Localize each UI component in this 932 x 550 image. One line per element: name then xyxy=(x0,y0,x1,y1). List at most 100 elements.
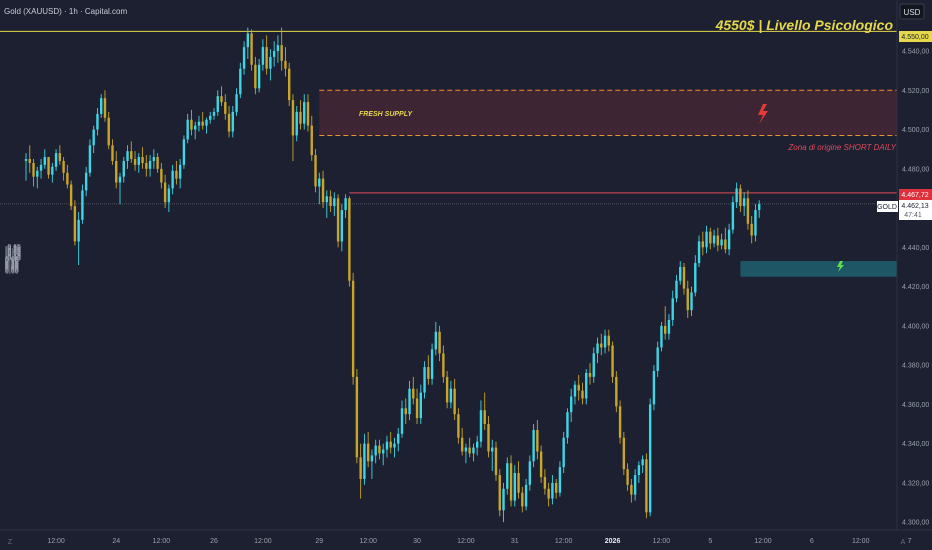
candle[interactable] xyxy=(750,215,753,244)
candle[interactable] xyxy=(81,184,84,224)
candle[interactable] xyxy=(122,157,125,183)
candle[interactable] xyxy=(39,159,43,179)
candle[interactable] xyxy=(573,380,577,405)
candle[interactable] xyxy=(318,172,321,205)
candle[interactable] xyxy=(682,263,686,295)
candle[interactable] xyxy=(378,439,381,460)
candle[interactable] xyxy=(344,194,347,218)
candle[interactable] xyxy=(648,398,652,517)
candle[interactable] xyxy=(735,182,738,209)
candle[interactable] xyxy=(539,445,543,483)
candle[interactable] xyxy=(453,378,456,421)
candle[interactable] xyxy=(393,437,396,458)
candle[interactable] xyxy=(254,56,257,95)
candle[interactable] xyxy=(348,196,351,287)
candle[interactable] xyxy=(622,431,626,476)
candle[interactable] xyxy=(408,380,411,421)
candle[interactable] xyxy=(137,153,140,173)
candle[interactable] xyxy=(340,204,344,252)
candle[interactable] xyxy=(115,151,118,189)
candle[interactable] xyxy=(321,170,325,209)
candle[interactable] xyxy=(163,174,167,209)
candle[interactable] xyxy=(667,314,671,340)
candle[interactable] xyxy=(645,453,648,519)
candle[interactable] xyxy=(543,469,547,495)
candle[interactable] xyxy=(276,35,280,63)
candle[interactable] xyxy=(272,41,276,67)
candle[interactable] xyxy=(600,333,603,356)
candle[interactable] xyxy=(430,343,434,385)
candle[interactable] xyxy=(167,184,171,212)
candle[interactable] xyxy=(415,388,419,424)
candle[interactable] xyxy=(427,355,430,385)
candle[interactable] xyxy=(111,139,114,165)
candle[interactable] xyxy=(126,145,129,169)
candle[interactable] xyxy=(739,184,742,212)
candle[interactable] xyxy=(77,212,80,265)
candle[interactable] xyxy=(47,157,50,179)
candle[interactable] xyxy=(107,111,110,150)
candle[interactable] xyxy=(209,111,212,124)
candle[interactable] xyxy=(675,274,678,303)
candle[interactable] xyxy=(133,151,137,171)
candle[interactable] xyxy=(28,145,31,173)
candle[interactable] xyxy=(641,455,644,474)
candle[interactable] xyxy=(701,231,704,256)
candle[interactable] xyxy=(618,400,622,444)
candle[interactable] xyxy=(581,382,584,405)
candle[interactable] xyxy=(697,235,701,267)
candle[interactable] xyxy=(709,227,712,250)
candle[interactable] xyxy=(547,482,550,507)
candle[interactable] xyxy=(498,469,501,517)
candle[interactable] xyxy=(257,58,261,93)
candle[interactable] xyxy=(585,369,588,405)
candle[interactable] xyxy=(532,424,535,468)
candle[interactable] xyxy=(615,371,618,413)
candle[interactable] xyxy=(483,392,486,430)
candle[interactable] xyxy=(423,361,426,399)
candle[interactable] xyxy=(716,227,720,252)
candle[interactable] xyxy=(633,469,637,501)
candle[interactable] xyxy=(103,90,107,122)
candle[interactable] xyxy=(389,431,392,454)
candle[interactable] xyxy=(54,149,58,171)
candle[interactable] xyxy=(100,94,103,118)
candle[interactable] xyxy=(592,347,595,383)
candle[interactable] xyxy=(577,374,580,401)
candle[interactable] xyxy=(141,147,144,169)
candle[interactable] xyxy=(382,443,385,466)
candle[interactable] xyxy=(603,329,607,354)
candle[interactable] xyxy=(32,159,35,187)
candle[interactable] xyxy=(517,461,520,499)
candle[interactable] xyxy=(145,155,148,177)
candle[interactable] xyxy=(250,29,253,71)
candle[interactable] xyxy=(205,117,208,134)
bottom-right-a-icon[interactable]: A xyxy=(901,539,906,546)
candle[interactable] xyxy=(566,408,569,444)
candle[interactable] xyxy=(554,478,558,499)
candle[interactable] xyxy=(182,135,186,169)
candle[interactable] xyxy=(269,49,272,81)
candle[interactable] xyxy=(449,380,453,409)
candle[interactable] xyxy=(43,149,46,169)
candle[interactable] xyxy=(171,164,174,195)
candle[interactable] xyxy=(656,341,659,377)
candle[interactable] xyxy=(51,162,54,183)
candle[interactable] xyxy=(261,39,265,71)
candle[interactable] xyxy=(231,106,234,138)
candle[interactable] xyxy=(156,153,159,173)
candle[interactable] xyxy=(385,435,389,458)
candle[interactable] xyxy=(227,106,231,138)
bottom-left-z-icon[interactable]: Z xyxy=(8,539,13,546)
candle[interactable] xyxy=(314,149,317,193)
candle[interactable] xyxy=(160,162,163,189)
candle[interactable] xyxy=(288,62,291,106)
candle[interactable] xyxy=(690,286,693,317)
candle[interactable] xyxy=(731,196,735,234)
candle[interactable] xyxy=(521,486,524,513)
candle[interactable] xyxy=(36,166,39,189)
candle[interactable] xyxy=(487,416,490,458)
candle[interactable] xyxy=(265,35,268,75)
candle[interactable] xyxy=(611,341,614,383)
